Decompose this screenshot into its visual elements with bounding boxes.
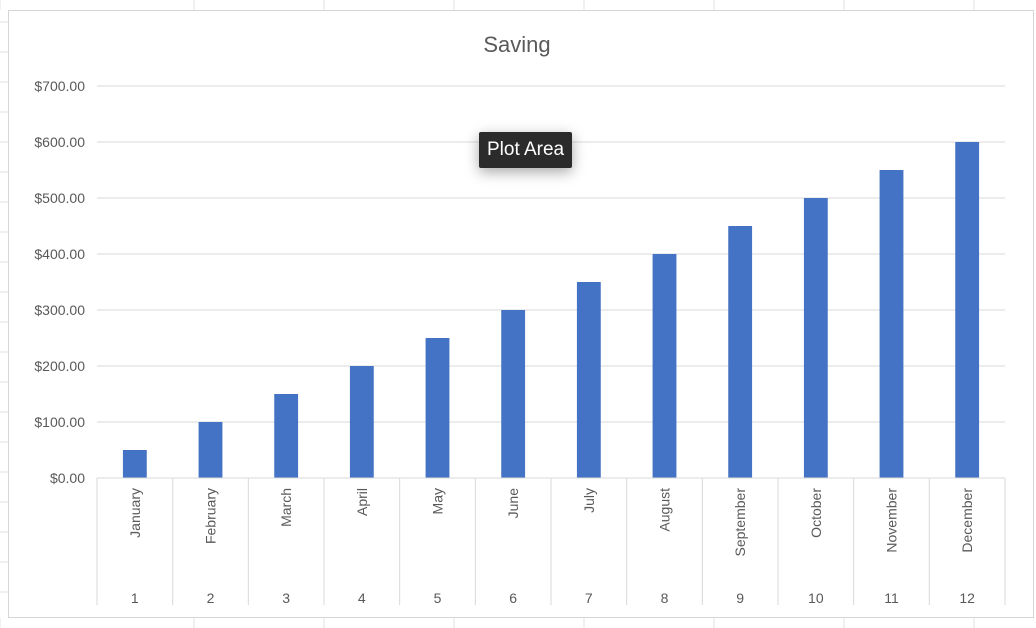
x-tick-label: October xyxy=(808,488,824,538)
bar[interactable] xyxy=(274,394,299,478)
y-tick-label: $200.00 xyxy=(34,358,85,374)
y-tick-label: $600.00 xyxy=(34,134,85,150)
x-tick-label: June xyxy=(505,488,521,519)
y-tick-label: $0.00 xyxy=(50,470,85,486)
x-category-number: 2 xyxy=(207,590,215,606)
x-category-number: 8 xyxy=(661,590,669,606)
x-category-number: 6 xyxy=(509,590,517,606)
x-tick-label: February xyxy=(203,488,219,544)
x-category-number: 10 xyxy=(808,590,824,606)
bar[interactable] xyxy=(122,450,147,478)
y-tick-label: $700.00 xyxy=(34,78,85,94)
x-category-number: 9 xyxy=(736,590,744,606)
bar[interactable] xyxy=(879,170,904,478)
bar[interactable] xyxy=(425,338,450,478)
y-tick-label: $300.00 xyxy=(34,302,85,318)
bar[interactable] xyxy=(349,366,374,478)
bar[interactable] xyxy=(576,282,601,478)
x-tick-label: September xyxy=(732,488,748,557)
y-tick-label: $500.00 xyxy=(34,190,85,206)
x-tick-label: November xyxy=(884,488,900,553)
chart-title[interactable]: Saving xyxy=(483,32,550,57)
x-tick-label: May xyxy=(430,488,446,514)
bar[interactable] xyxy=(955,142,980,478)
plot-area-tooltip: Plot Area xyxy=(479,132,573,168)
y-tick-label: $100.00 xyxy=(34,414,85,430)
bar[interactable] xyxy=(501,310,526,478)
x-category-number: 5 xyxy=(434,590,442,606)
x-category-number: 11 xyxy=(884,590,899,606)
x-tick-label: January xyxy=(127,488,143,538)
x-category-number: 1 xyxy=(131,590,139,606)
x-tick-label: April xyxy=(354,488,370,516)
bar[interactable] xyxy=(198,422,223,478)
x-tick-label: March xyxy=(278,488,294,527)
x-category-number: 4 xyxy=(358,590,366,606)
x-category-number: 12 xyxy=(959,590,975,606)
y-tick-label: $400.00 xyxy=(34,246,85,262)
plot-area[interactable]: $0.00 $100.00 $200.00 $300.00 $400.00 $500.00… xyxy=(34,78,1006,606)
bar[interactable] xyxy=(803,198,828,478)
x-tick-label: August xyxy=(657,488,673,532)
bar[interactable] xyxy=(652,254,677,478)
x-tick-label: July xyxy=(581,488,597,513)
x-category-number: 3 xyxy=(282,590,290,606)
bar[interactable] xyxy=(728,226,753,478)
x-category-number: 7 xyxy=(585,590,593,606)
x-tick-label: December xyxy=(959,488,975,553)
